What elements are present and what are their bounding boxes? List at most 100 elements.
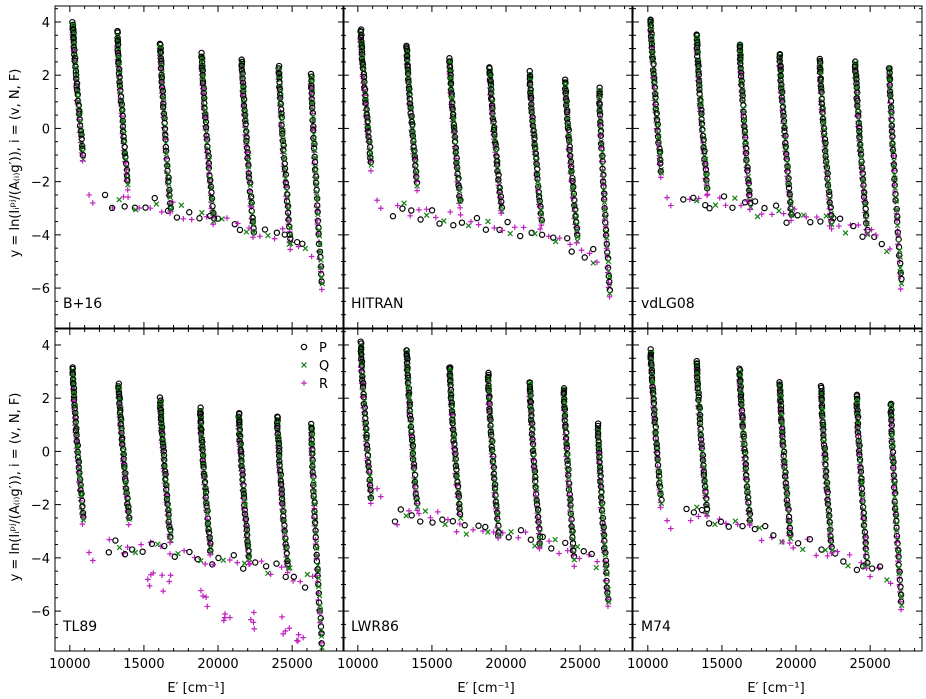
data-point-q — [237, 424, 243, 431]
data-point-p — [411, 471, 419, 479]
data-point-q — [313, 168, 319, 175]
data-point-floor — [734, 521, 741, 528]
data-point-r-scatter — [198, 587, 204, 594]
data-point-p — [72, 418, 79, 426]
data-point-floor — [694, 504, 700, 510]
data-point-q — [897, 254, 904, 260]
panel-frame — [342, 328, 633, 652]
data-point-floor — [695, 195, 702, 202]
data-point-p — [309, 463, 316, 470]
data-point-q — [657, 491, 664, 498]
data-point-q — [166, 187, 172, 194]
data-point-q — [319, 644, 325, 651]
data-point-r-scatter — [294, 637, 300, 644]
data-point-p — [450, 437, 457, 444]
data-point-floor — [720, 193, 728, 200]
data-point-q — [494, 160, 500, 167]
data-point-floor — [116, 544, 123, 551]
data-point-r — [538, 222, 545, 228]
data-point-r — [457, 205, 463, 211]
data-point-floor — [121, 203, 128, 210]
data-point-floor — [120, 550, 127, 556]
data-point-r — [86, 192, 92, 198]
data-point-r — [123, 493, 130, 500]
data-point-floor — [594, 558, 601, 565]
data-point-p — [358, 55, 366, 62]
data-point-p — [530, 127, 537, 134]
data-point-p — [737, 383, 744, 390]
data-point-r — [747, 206, 753, 213]
data-point-floor — [220, 557, 227, 564]
data-point-p — [777, 66, 784, 74]
data-point-q — [315, 583, 322, 590]
data-point-floor — [574, 543, 581, 550]
data-point-p — [655, 469, 663, 476]
data-point-r — [250, 234, 256, 240]
data-point-floor — [806, 536, 814, 543]
data-point-q — [704, 179, 710, 185]
data-point-p — [284, 557, 291, 565]
data-point-p — [408, 433, 416, 441]
data-point-floor — [516, 232, 524, 240]
data-point-q — [744, 484, 750, 491]
data-point-q — [698, 102, 704, 108]
data-point-floor — [180, 215, 187, 222]
data-point-floor — [257, 233, 263, 240]
data-point-p — [159, 103, 167, 110]
data-point-floor — [823, 213, 830, 219]
data-point-q — [313, 181, 320, 188]
data-point-p — [595, 446, 603, 453]
data-point-p — [572, 206, 579, 213]
data-point-p — [859, 175, 867, 183]
data-point-q — [126, 516, 132, 522]
data-point-q — [819, 410, 826, 417]
data-point-floor — [473, 214, 481, 222]
data-point-q — [410, 450, 416, 457]
data-point-floor — [416, 207, 422, 213]
data-point-p — [785, 180, 792, 188]
data-point-floor — [304, 571, 311, 578]
data-point-q — [535, 183, 542, 189]
data-point-q — [563, 433, 570, 440]
data-point-floor — [723, 520, 729, 527]
data-point-p — [863, 220, 870, 227]
data-point-q — [574, 227, 580, 233]
data-point-p — [448, 93, 455, 100]
data-point-q — [535, 178, 541, 185]
y-tick-label: 2 — [42, 392, 50, 407]
data-point-p — [817, 82, 825, 89]
data-point-floor — [706, 205, 713, 212]
panel-frame — [54, 5, 345, 329]
data-point-floor — [188, 216, 195, 223]
data-point-q — [897, 265, 904, 271]
data-point-q — [210, 210, 216, 217]
data-point-p — [892, 197, 899, 204]
data-point-q — [602, 213, 609, 220]
data-point-r — [456, 200, 462, 207]
data-point-p — [309, 456, 316, 464]
data-point-p — [747, 199, 754, 207]
data-point-p — [454, 482, 462, 490]
data-point-p — [276, 448, 283, 455]
data-point-q — [202, 107, 209, 113]
y-tick-label: 2 — [42, 69, 50, 84]
data-point-q — [890, 148, 896, 154]
data-point-p — [286, 231, 294, 238]
data-point-r-scatter — [221, 617, 227, 624]
data-point-p — [122, 160, 130, 167]
data-point-p — [695, 68, 702, 75]
panel-label: B+16 — [63, 296, 102, 312]
data-point-floor — [463, 531, 470, 537]
data-point-r-scatter — [203, 594, 209, 600]
data-point-floor — [564, 547, 571, 554]
data-point-floor — [690, 509, 698, 516]
data-point-q — [824, 480, 830, 486]
data-point-floor — [817, 218, 824, 225]
data-point-p — [695, 71, 703, 78]
data-point-p — [703, 501, 710, 509]
data-point-r — [746, 521, 753, 528]
data-point-q — [118, 419, 124, 425]
data-point-q — [75, 449, 81, 456]
data-points — [647, 346, 905, 613]
data-point-q — [565, 475, 572, 481]
